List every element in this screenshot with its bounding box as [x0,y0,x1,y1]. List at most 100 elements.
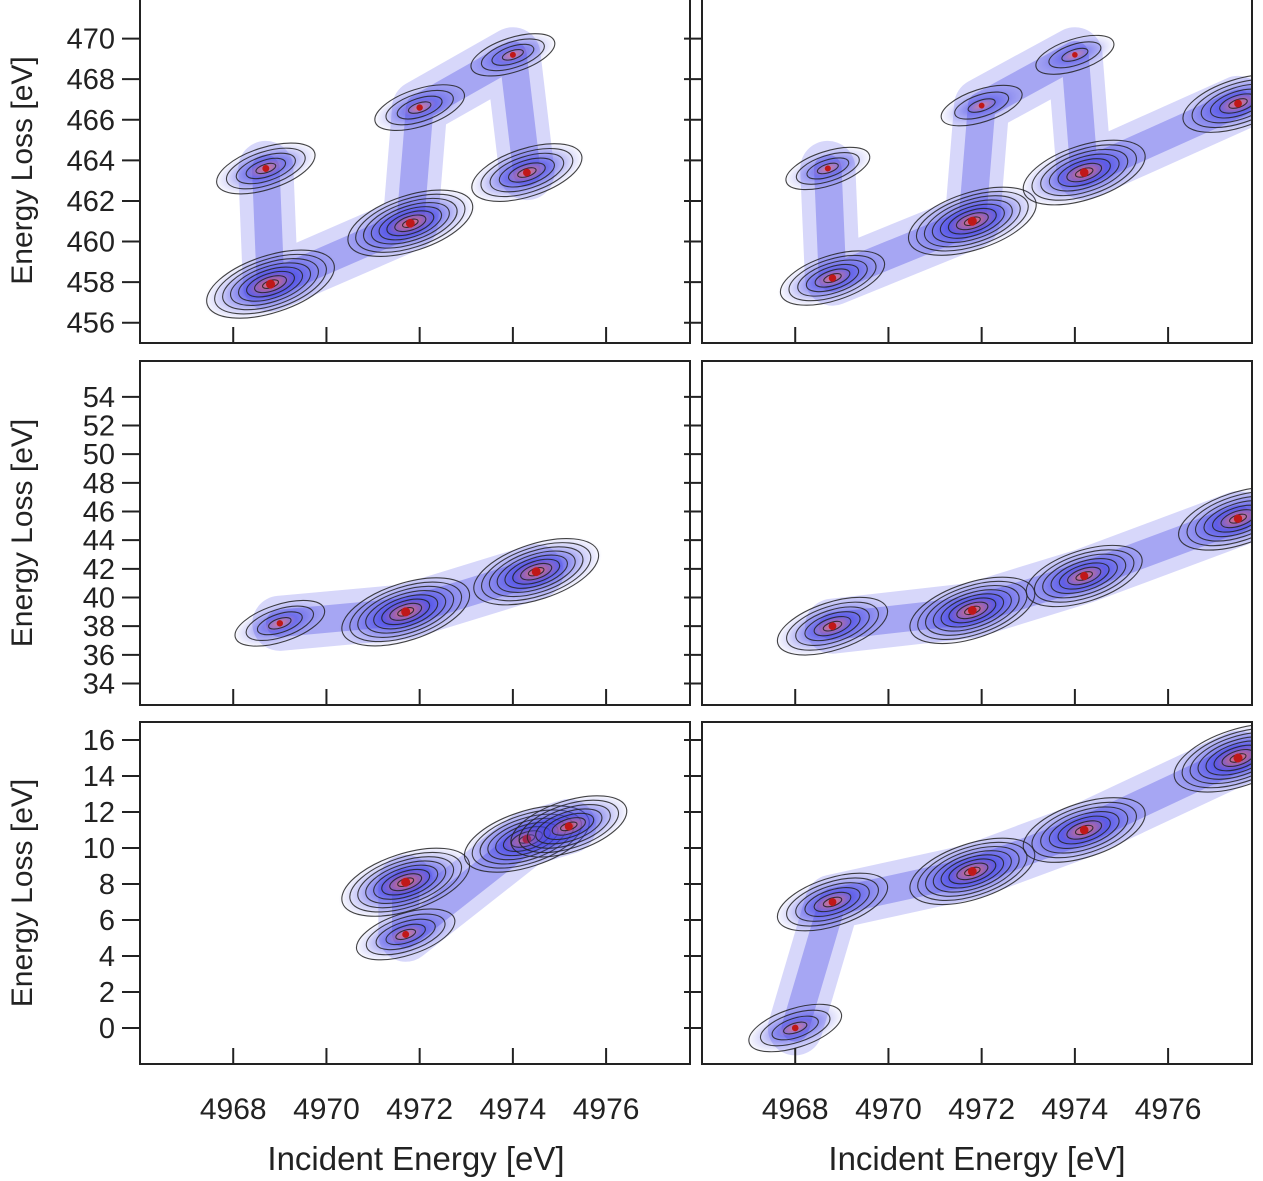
peak [353,907,458,962]
contour-line [216,142,316,195]
contour-line [373,594,439,630]
peak [1033,34,1116,76]
peak [468,142,585,203]
contour-line [1066,162,1103,183]
contour-line [543,812,595,841]
contour-line [1048,153,1120,192]
contour-line [1189,731,1252,785]
contour-line [785,146,871,191]
contour-line [1040,806,1129,854]
contour-line [488,546,584,598]
contour-line [804,886,861,918]
panel-frame [701,360,1253,706]
y-tick-label: 54 [83,382,115,414]
peak [338,576,473,648]
contour-line [786,601,879,651]
y-tick-label: 38 [83,611,115,643]
contour-line [535,808,603,845]
peak-center [402,930,410,938]
x-axis-label-left: Incident Energy [eV] [267,1140,564,1177]
panel-frame [139,721,691,1065]
x-tick-label: 4976 [1135,1093,1202,1126]
contour-line [786,877,879,927]
peak [203,248,338,320]
contour-line [389,602,423,621]
peak-center [531,567,541,577]
contour-line [510,795,628,858]
contour-line [813,615,852,637]
contour-line [816,162,839,175]
contour-line [389,873,423,892]
peak-center [1233,514,1243,523]
contour-line [1212,504,1252,533]
contour-line [504,554,568,589]
contour-line [1182,74,1252,133]
contour-line [795,606,870,646]
contour-line [268,616,292,630]
peak [1023,543,1146,609]
x-tick-label: 4970 [855,1093,922,1126]
peak-center [967,866,977,876]
panel-r2-c2 [684,360,1253,706]
peak-center [1233,753,1243,763]
contour-line [1040,148,1129,197]
contour-line [246,270,295,298]
contour-line [1066,820,1103,840]
peak-center [978,102,985,109]
contour-line [357,585,455,638]
contour-line [1228,98,1248,109]
contour-line [355,193,466,253]
peak-center [828,622,837,631]
peak-center [967,216,977,226]
contour-line [517,167,537,178]
plot-area [140,361,690,705]
contour-line [395,928,417,941]
contour-line [235,152,296,185]
contour-line [947,207,997,235]
contour-line [1042,553,1127,599]
contour-line [357,856,455,909]
contour-line [1181,727,1252,789]
contour-line [378,206,443,241]
contour-line [214,253,327,315]
y-tick-label: 468 [67,64,115,96]
peak-center [1079,825,1089,835]
x-axis-label-right: Incident Energy [eV] [828,1140,1125,1177]
contour-line [813,891,852,913]
contour-line [473,538,600,606]
panel-r1-c1: 456 458 460 462 464 466 468 470 Energy Loss [eV] [6,0,691,344]
contour-line [374,84,465,131]
peak [470,536,602,607]
x-tick-label: 4970 [293,1093,360,1126]
peak [344,188,477,259]
contour-line [407,101,432,114]
y-tick-label: 10 [83,833,115,865]
contour-line [822,620,843,632]
contour-line [1220,509,1252,529]
peak-center [828,274,837,282]
y-tick-label: 52 [83,411,115,443]
contour-line [237,266,304,302]
contour-line [245,605,315,642]
contour-line [771,1015,819,1041]
contour-line [1191,78,1252,129]
contour-line [1178,486,1252,551]
contour-line [347,189,474,257]
contour-line [1209,88,1252,119]
contour-line [1050,558,1118,594]
contour-line [956,862,989,881]
y-tick-label: 46 [83,497,115,529]
contour-line [470,33,556,77]
y-tick-label: 456 [67,308,115,340]
contour-line [373,864,439,900]
contour-line [940,84,1023,127]
contour-line [1213,744,1252,772]
contour-line [1058,562,1110,590]
contour-line [1022,797,1146,863]
contour-line [386,210,435,237]
contour-line [1031,144,1137,201]
contour-line [1061,47,1089,62]
contour-line [1067,566,1102,586]
contour-line [481,542,592,602]
